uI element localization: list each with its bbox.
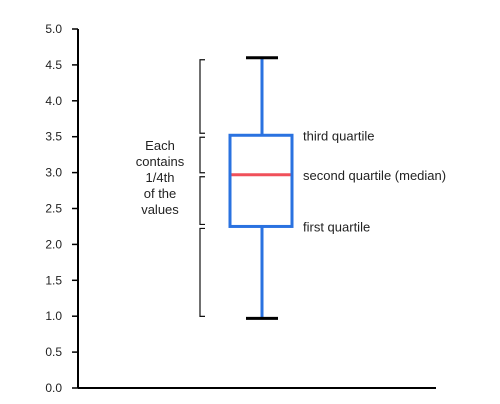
quartile-bracket <box>199 176 205 226</box>
y-tick-label: 4.0 <box>45 94 62 108</box>
note-line: 1/4th <box>146 170 175 185</box>
y-tick-label: 3.5 <box>45 130 62 144</box>
annotation-first-quartile: first quartile <box>303 219 370 234</box>
y-tick-label: 5.0 <box>45 22 62 36</box>
note-line: values <box>141 202 179 217</box>
y-tick-label: 0.5 <box>45 345 62 359</box>
y-tick-label: 1.5 <box>45 273 62 287</box>
box-plot <box>228 56 294 320</box>
interquartile-box <box>228 133 294 228</box>
quartile-bracket <box>199 227 205 317</box>
quartile-bracket <box>199 136 205 174</box>
quartile-bracket <box>199 59 205 134</box>
y-tick-label: 0.0 <box>45 381 62 395</box>
note-line: contains <box>136 154 185 169</box>
annotations: third quartile second quartile (median) … <box>303 128 446 234</box>
quarter-note: Each contains 1/4th of the values <box>136 138 185 217</box>
annotation-third-quartile: third quartile <box>303 128 375 143</box>
quartile-brackets <box>199 59 205 317</box>
y-tick-label: 3.0 <box>45 166 62 180</box>
y-tick-label: 2.5 <box>45 202 62 216</box>
axes: 0.0 0.5 1.0 1.5 2.0 2.5 3.0 3.5 4.0 4.5 5.0 <box>45 22 436 395</box>
y-tick-label: 4.5 <box>45 58 62 72</box>
note-line: of the <box>144 186 177 201</box>
y-tick-label: 2.0 <box>45 237 62 251</box>
note-line: Each <box>145 138 175 153</box>
y-tick-label: 1.0 <box>45 309 62 323</box>
annotation-median: second quartile (median) <box>303 168 446 183</box>
